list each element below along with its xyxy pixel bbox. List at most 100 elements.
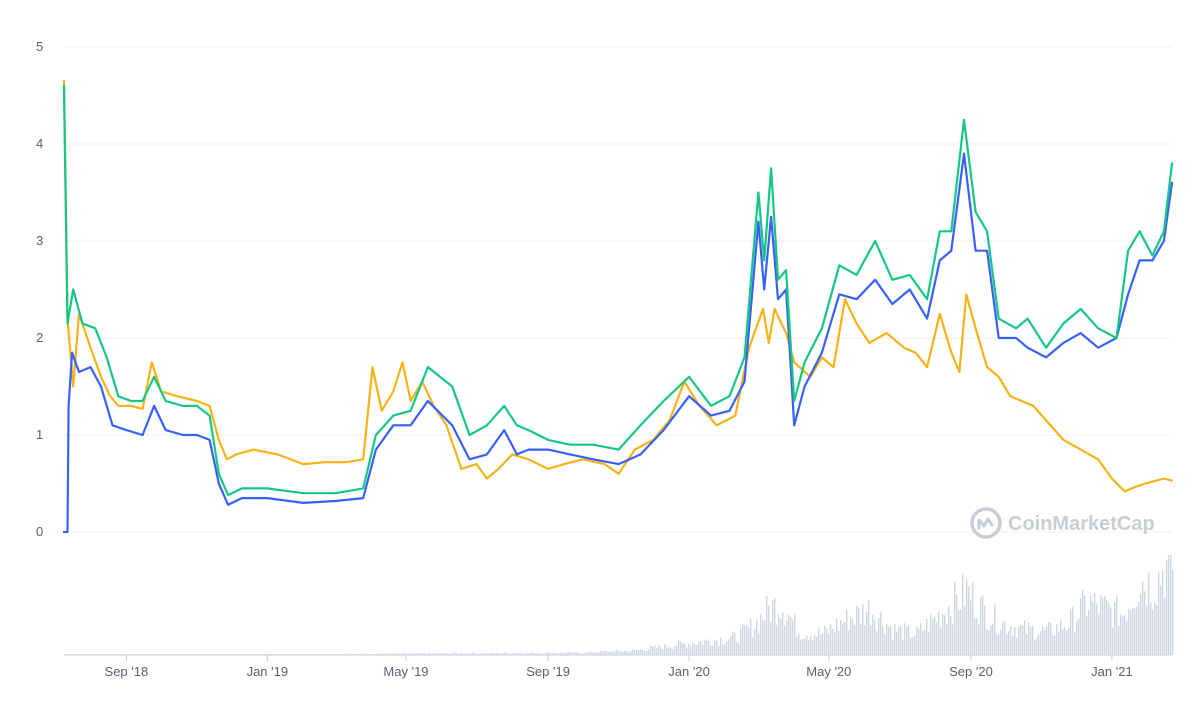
- volume-bar: [226, 654, 228, 655]
- volume-bar: [374, 653, 376, 655]
- volume-bar: [606, 651, 608, 655]
- volume-bar: [1154, 602, 1156, 655]
- volume-bar: [114, 654, 116, 655]
- volume-bar: [416, 653, 418, 655]
- volume-bar: [122, 654, 124, 655]
- volume-bar: [350, 653, 352, 655]
- volume-bar: [438, 653, 440, 655]
- volume-bar: [760, 614, 762, 655]
- volume-bar: [106, 654, 108, 655]
- volume-bar: [862, 604, 864, 655]
- volume-bar: [430, 653, 432, 655]
- x-tick-label: Jan '19: [247, 664, 289, 679]
- volume-bar: [1038, 634, 1040, 655]
- volume-bar: [648, 649, 650, 655]
- coinmarketcap-watermark: CoinMarketCap: [970, 507, 1155, 539]
- volume-bar: [90, 654, 92, 655]
- volume-bar: [786, 620, 788, 655]
- volume-bar: [818, 628, 820, 655]
- volume-bar: [778, 614, 780, 655]
- volume-bar: [582, 653, 584, 655]
- volume-bar: [544, 653, 546, 655]
- volume-bar: [738, 643, 740, 655]
- volume-bar: [68, 654, 70, 655]
- volume-bar: [366, 654, 368, 655]
- volume-bar: [290, 654, 292, 655]
- volume-bar: [1116, 595, 1118, 655]
- volume-bar: [306, 654, 308, 655]
- volume-bar: [88, 654, 90, 655]
- series-line-1: [62, 152, 1174, 534]
- volume-bar: [790, 617, 792, 655]
- volume-bar: [1088, 609, 1090, 655]
- volume-bar: [602, 651, 604, 655]
- volume-bar: [584, 653, 586, 655]
- volume-bar: [1146, 605, 1148, 655]
- volume-bar: [814, 634, 816, 655]
- volume-bar: [836, 619, 838, 655]
- volume-bar: [288, 654, 290, 655]
- volume-bar: [928, 632, 930, 655]
- volume-bar: [534, 653, 536, 655]
- volume-bar: [816, 636, 818, 655]
- volume-bar: [832, 628, 834, 655]
- volume-bar: [704, 640, 706, 655]
- volume-bar: [1130, 610, 1132, 655]
- volume-bar: [654, 645, 656, 655]
- volume-bar: [658, 644, 660, 655]
- volume-bar: [846, 609, 848, 655]
- volume-bar: [650, 646, 652, 655]
- volume-bar: [292, 654, 294, 655]
- volume-bar: [1100, 595, 1102, 655]
- volume-bar: [886, 623, 888, 655]
- volume-bar: [932, 618, 934, 655]
- volume-bar: [178, 654, 180, 655]
- volume-bar: [926, 618, 928, 655]
- volume-bar: [592, 652, 594, 655]
- volume-bar: [1108, 603, 1110, 655]
- volume-bar: [902, 639, 904, 655]
- volume-bar: [796, 636, 798, 655]
- volume-bar: [844, 622, 846, 655]
- volume-bar: [458, 653, 460, 655]
- volume-bar: [352, 653, 354, 655]
- volume-bar: [912, 636, 914, 655]
- price-series: [62, 79, 1174, 534]
- volume-bar: [454, 652, 456, 655]
- volume-bar: [840, 620, 842, 655]
- volume-bar: [76, 654, 78, 655]
- volume-bar: [408, 653, 410, 655]
- volume-bar: [942, 614, 944, 655]
- volume-bar: [388, 654, 390, 655]
- volume-bar: [406, 653, 408, 655]
- volume-bar: [342, 653, 344, 655]
- volume-bar: [594, 652, 596, 655]
- volume-bar: [1152, 609, 1154, 655]
- volume-bar: [882, 625, 884, 655]
- volume-bar: [986, 629, 988, 655]
- volume-bar: [800, 639, 802, 655]
- volume-bar: [140, 654, 142, 655]
- volume-bar: [444, 652, 446, 655]
- volume-bar: [740, 628, 742, 655]
- volume-bar: [134, 654, 136, 655]
- volume-bar: [824, 625, 826, 655]
- volume-bar: [1128, 609, 1130, 655]
- volume-bar: [672, 648, 674, 655]
- volume-bar: [1134, 608, 1136, 655]
- volume-bar: [210, 654, 212, 655]
- volume-bar: [398, 653, 400, 655]
- volume-bar: [810, 636, 812, 655]
- volume-bar: [396, 653, 398, 655]
- volume-bar: [1148, 572, 1150, 655]
- volume-bar: [982, 595, 984, 655]
- volume-bar: [588, 652, 590, 655]
- volume-bar: [462, 653, 464, 655]
- volume-bar: [466, 653, 468, 655]
- volume-bar: [504, 652, 506, 655]
- volume-bar: [320, 653, 322, 655]
- volume-bar: [952, 624, 954, 655]
- volume-bar: [1160, 585, 1162, 655]
- volume-bar: [168, 654, 170, 655]
- volume-bar: [1096, 603, 1098, 655]
